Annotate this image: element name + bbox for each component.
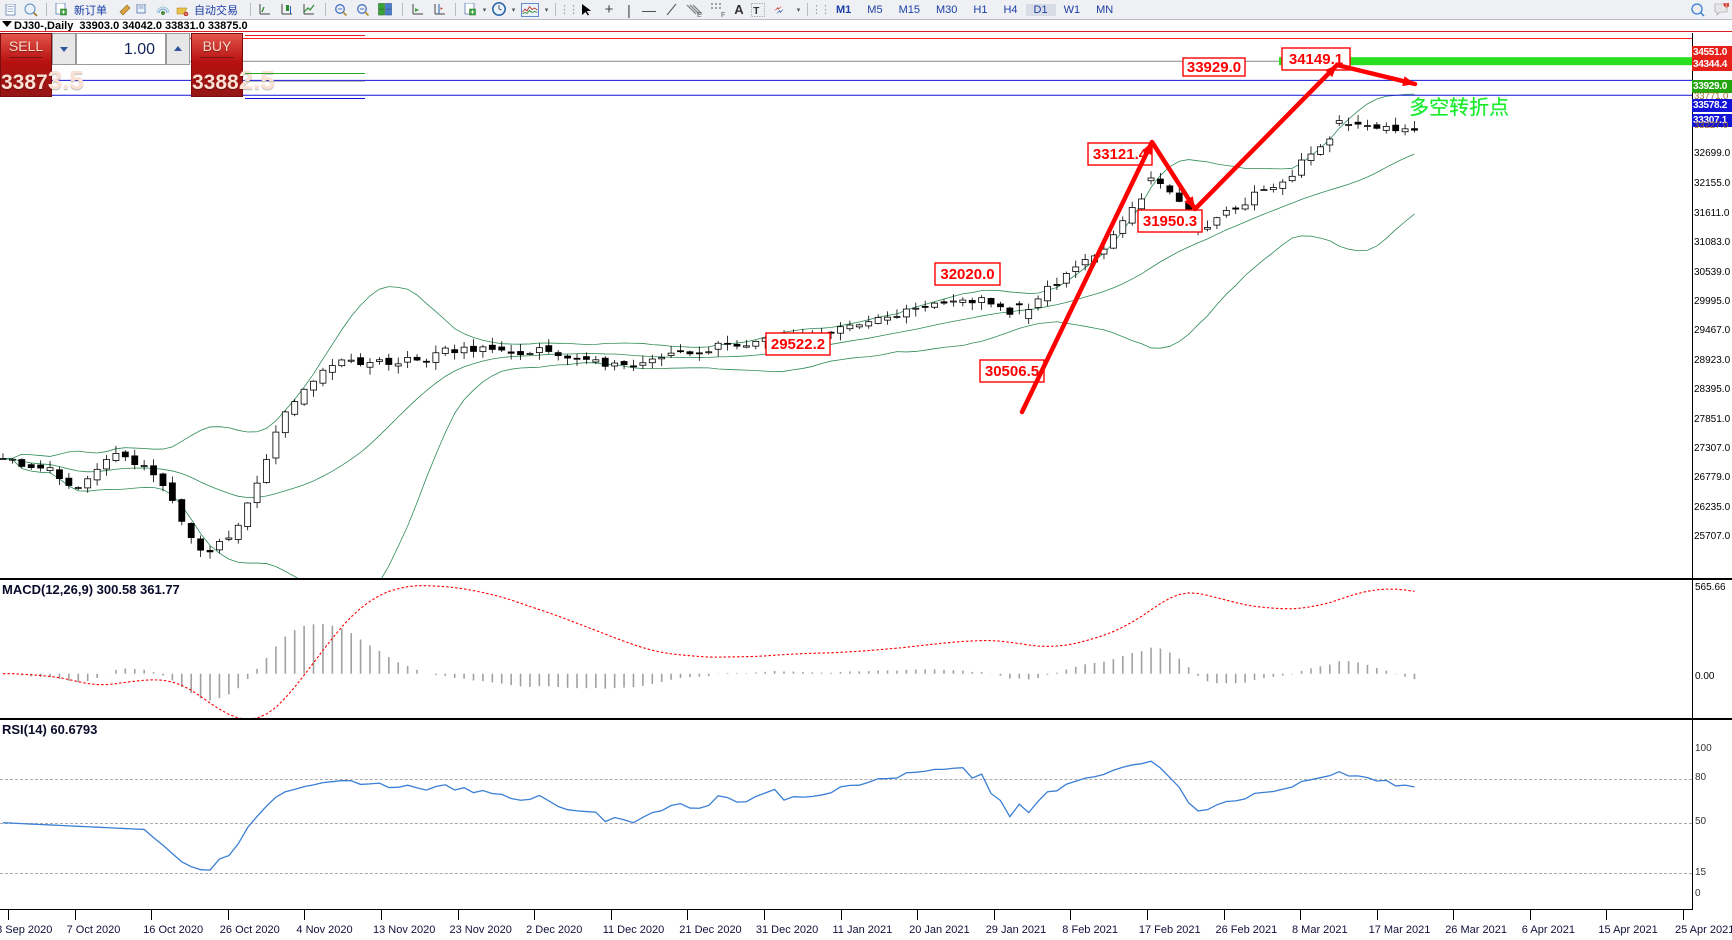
svg-text:33121.4: 33121.4	[1093, 146, 1148, 163]
svg-text:29522.2: 29522.2	[771, 336, 825, 353]
svg-text:T: T	[753, 6, 759, 17]
svg-text:31950.3: 31950.3	[1143, 213, 1197, 230]
svg-text:30506.5: 30506.5	[985, 363, 1039, 380]
svg-text:33929.0: 33929.0	[1187, 59, 1241, 76]
svg-text:E: E	[697, 12, 702, 17]
svg-text:F: F	[721, 12, 725, 17]
svg-text:32020.0: 32020.0	[940, 266, 994, 283]
svg-text:1: 1	[1724, 3, 1727, 9]
